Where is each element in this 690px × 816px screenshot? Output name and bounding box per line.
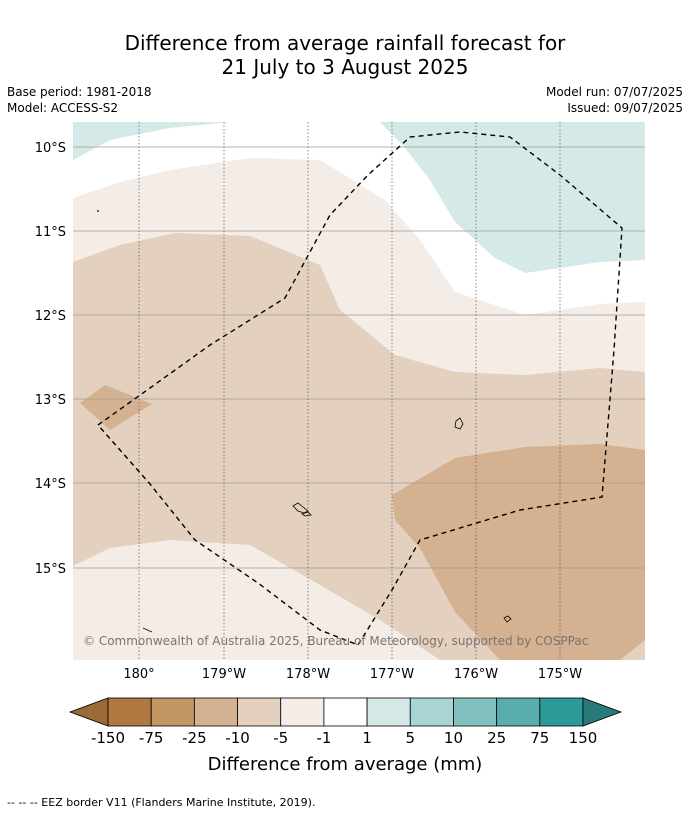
lat-label: 13°S: [35, 393, 66, 408]
colorbar-tick-label: 1: [362, 729, 372, 747]
colorbar-tick-label: 10: [444, 729, 463, 747]
lon-label: 179°W: [202, 667, 246, 682]
base-period: Base period: 1981-2018: [7, 85, 152, 99]
longitude-gridlines: [138, 122, 561, 660]
colorbar-tick-label: -10: [225, 729, 250, 747]
lon-label: 178°W: [286, 667, 330, 682]
colorbar-tick-label: 25: [487, 729, 506, 747]
colorbar-extend-high: [582, 697, 623, 727]
band-plus1-to-plus5-east: [380, 122, 645, 273]
colorbar-tick-label: 5: [405, 729, 415, 747]
model-name: Model: ACCESS-S2: [7, 101, 119, 115]
colorbar-segment: [539, 697, 584, 727]
lon-label: 180°: [123, 667, 154, 682]
issued-date: Issued: 09/07/2025: [567, 101, 683, 115]
colorbar-segment: [409, 697, 454, 727]
map-plot-area: © Commonwealth of Australia 2025, Bureau…: [73, 122, 645, 660]
lat-label: 14°S: [35, 477, 66, 492]
island-icon: [503, 615, 512, 623]
colorbar-segment: [193, 697, 238, 727]
lon-label: 176°W: [454, 667, 498, 682]
eez-border: [96, 131, 623, 646]
colorbar-tick-labels: -150 -75 -25 -10 -5 -1 1 5 10 25 75 150: [91, 729, 597, 747]
longitude-labels: 180° 179°W 178°W 177°W 176°W 175°W: [123, 667, 582, 682]
colorbar-tick-label: -150: [91, 729, 125, 747]
colorbar-tick-label: -1: [316, 729, 331, 747]
title-line-2: 21 July to 3 August 2025: [221, 55, 469, 79]
lon-label: 175°W: [538, 667, 582, 682]
island-icon: [292, 502, 309, 514]
band-plus1-to-plus5-west: [73, 122, 230, 160]
patch-minus10-to-minus25-west: [80, 385, 152, 430]
patch-minus10-to-minus25-east: [392, 444, 645, 660]
island-icon: [454, 417, 464, 430]
colorbar-segment: [237, 697, 282, 727]
latitude-labels: 10°S 11°S 12°S 13°S 14°S 15°S: [35, 141, 66, 577]
colorbar-segment: [366, 697, 411, 727]
colorbar-tick-label: -25: [182, 729, 207, 747]
island-icon: [97, 210, 99, 212]
lon-label: 177°W: [370, 667, 414, 682]
eez-footnote: -- -- -- EEZ border V11 (Flanders Marine…: [7, 796, 316, 809]
lat-label: 10°S: [35, 141, 66, 156]
island-icon: [142, 627, 153, 633]
colorbar-segment: [107, 697, 152, 727]
forecast-map: © Commonwealth of Australia 2025, Bureau…: [35, 122, 645, 775]
colorbar: [68, 697, 623, 727]
lat-label: 12°S: [35, 309, 66, 324]
colorbar-segment: [496, 697, 541, 727]
colorbar-tick-label: 150: [569, 729, 598, 747]
colorbar-segment: [323, 697, 368, 727]
title-line-1: Difference from average rainfall forecas…: [124, 31, 566, 55]
colorbar-tick-label: -5: [273, 729, 288, 747]
colorbar-segment: [150, 697, 195, 727]
colorbar-extend-low: [68, 697, 109, 727]
colorbar-title: Difference from average (mm): [208, 754, 483, 775]
colorbar-tick-label: -75: [139, 729, 164, 747]
lat-label: 15°S: [35, 562, 66, 577]
latitude-gridlines: [73, 146, 645, 569]
colorbar-tick-label: 75: [530, 729, 549, 747]
island-icon: [301, 511, 312, 517]
colorbar-segment: [453, 697, 498, 727]
copyright-notice: © Commonwealth of Australia 2025, Bureau…: [83, 634, 588, 648]
model-run: Model run: 07/07/2025: [545, 85, 683, 99]
colorbar-segment: [280, 697, 325, 727]
lat-label: 11°S: [35, 225, 66, 240]
